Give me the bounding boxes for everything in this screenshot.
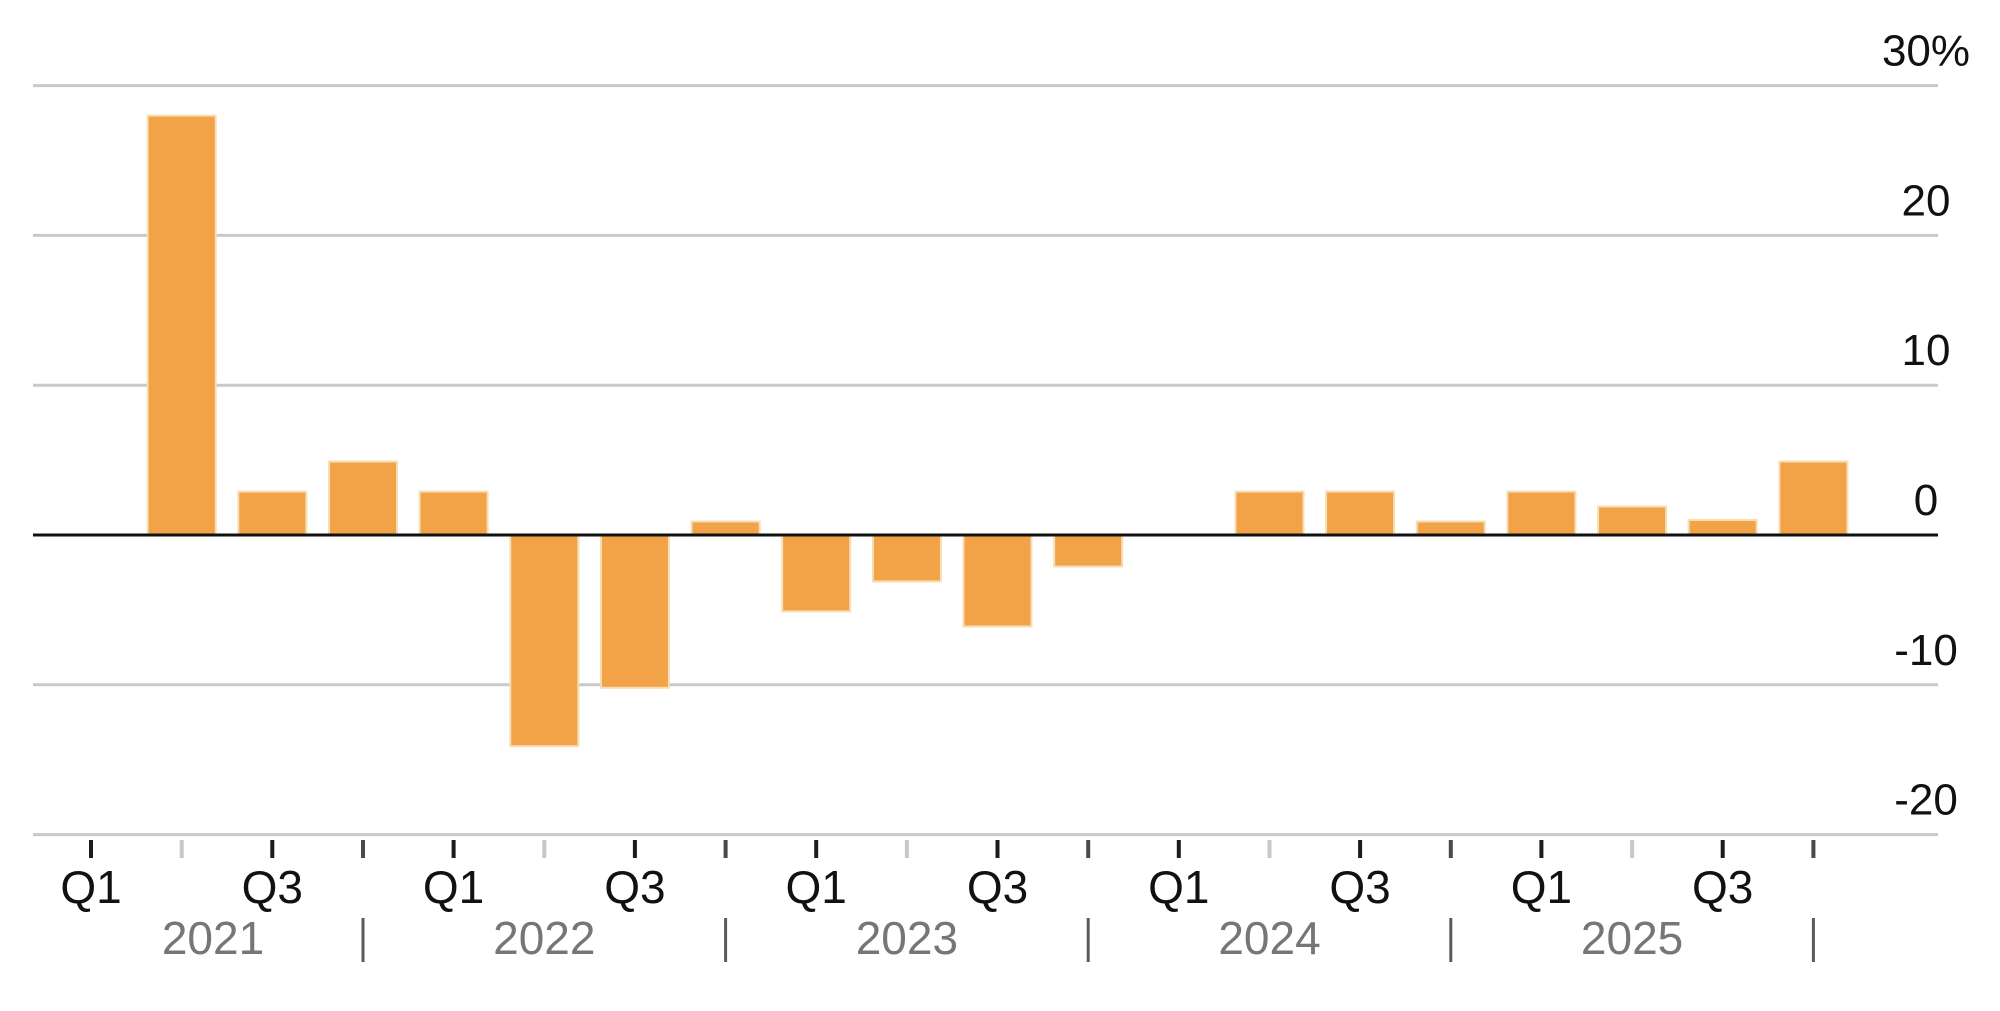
year-label: 2024: [1218, 912, 1320, 964]
bar: [328, 460, 398, 537]
bar: [871, 534, 942, 583]
quarter-label: Q3: [1329, 861, 1390, 913]
quarter-label: Q3: [1692, 861, 1753, 913]
bar: [146, 114, 217, 536]
bar: [1597, 505, 1668, 536]
year-label: 2025: [1581, 912, 1683, 964]
quarter-label: Q1: [60, 861, 121, 913]
bar: [1325, 490, 1396, 537]
y-axis-label: 10: [1902, 326, 1951, 375]
x-axis-ticks: [89, 840, 1816, 858]
y-axis-label: -10: [1894, 626, 1958, 675]
quarter-label: Q1: [1511, 861, 1572, 913]
year-axis: 2021 2022 2023 2024 2025: [162, 912, 1815, 964]
bar: [1234, 490, 1305, 537]
bar: [1415, 520, 1486, 536]
quarter-label: Q3: [242, 861, 303, 913]
y-axis-label: -20: [1894, 776, 1958, 825]
quarter-label: Q1: [1148, 861, 1209, 913]
y-axis-labels: 30% 20 10 0 -10 -20: [1882, 27, 1970, 825]
bar: [1687, 519, 1758, 536]
y-axis-label: 0: [1914, 476, 1938, 525]
bar: [599, 534, 670, 689]
quarter-label: Q1: [786, 861, 847, 913]
bar: [781, 534, 852, 613]
y-axis-label: 20: [1902, 176, 1951, 225]
bar: [237, 490, 308, 537]
year-label: 2023: [856, 912, 958, 964]
quarter-label: Q3: [604, 861, 665, 913]
bar: [1506, 490, 1577, 537]
bar: [1778, 460, 1849, 537]
bar: [690, 520, 761, 536]
y-axis-label: 30%: [1882, 27, 1970, 76]
bar: [509, 534, 580, 748]
quarter-label: Q3: [967, 861, 1028, 913]
bar: [962, 534, 1033, 628]
year-label: 2022: [493, 912, 595, 964]
bar: [1053, 534, 1124, 568]
year-label: 2021: [162, 912, 264, 964]
quarter-label: Q1: [423, 861, 484, 913]
bars: [146, 114, 1849, 748]
quarter-labels: Q1 Q3 Q1 Q3 Q1 Q3 Q1 Q3 Q1 Q3: [60, 861, 1753, 913]
gridlines: [33, 84, 1938, 837]
bar: [418, 490, 489, 537]
